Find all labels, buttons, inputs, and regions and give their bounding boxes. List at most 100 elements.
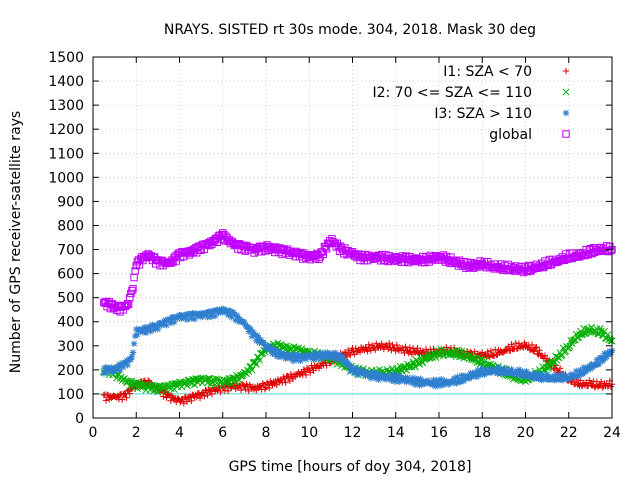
data-point <box>347 351 354 359</box>
data-point <box>344 360 352 367</box>
data-point <box>213 376 221 384</box>
data-point <box>129 383 137 391</box>
data-point <box>373 369 380 377</box>
data-point <box>150 326 157 334</box>
data-point <box>419 381 426 388</box>
series-3 <box>100 305 616 390</box>
data-point <box>487 365 495 372</box>
data-point <box>210 307 218 315</box>
legend-marker <box>562 67 570 75</box>
data-point <box>378 374 385 382</box>
data-point <box>536 370 543 378</box>
data-point <box>541 352 549 359</box>
y-tick-label: 200 <box>57 363 84 379</box>
data-point <box>391 345 398 352</box>
data-point <box>165 390 172 398</box>
data-point <box>129 349 137 356</box>
data-point <box>386 340 393 347</box>
data-point <box>364 372 371 379</box>
data-point <box>191 315 198 323</box>
data-point <box>505 343 512 350</box>
data-point <box>204 391 211 399</box>
series-4 <box>100 229 616 316</box>
y-tick-label: 300 <box>57 339 84 355</box>
data-point <box>417 375 424 383</box>
data-point <box>232 317 239 324</box>
data-point <box>203 309 210 316</box>
data-point <box>522 373 529 381</box>
data-point <box>188 315 195 322</box>
data-point <box>552 371 559 378</box>
data-point <box>435 380 443 387</box>
data-point <box>131 332 139 340</box>
data-point <box>272 351 279 358</box>
data-point <box>512 339 519 347</box>
data-point <box>110 364 117 372</box>
data-point <box>595 382 603 389</box>
data-point <box>143 326 151 333</box>
data-point <box>375 376 382 383</box>
data-point <box>418 379 425 386</box>
chart-title: NRAYS. SISTED rt 30s mode. 304, 2018. Ma… <box>164 22 536 38</box>
y-tick-label: 1100 <box>48 146 84 162</box>
data-point <box>412 381 419 388</box>
data-point <box>193 393 200 401</box>
data-point <box>473 358 481 367</box>
data-point <box>183 316 191 323</box>
data-point <box>149 321 156 329</box>
data-point <box>432 383 439 390</box>
data-point <box>539 371 546 378</box>
data-point <box>592 361 599 369</box>
data-point <box>306 352 313 359</box>
data-point <box>387 374 394 381</box>
y-tick-label: 1400 <box>48 74 84 90</box>
data-point <box>130 340 138 347</box>
x-tick-label: 22 <box>560 425 578 441</box>
data-point <box>539 363 547 371</box>
x-tick-label: 24 <box>603 425 621 441</box>
data-point <box>215 309 222 317</box>
data-point <box>530 375 538 383</box>
data-point <box>323 353 330 360</box>
data-point <box>451 350 459 358</box>
data-point <box>416 381 423 389</box>
data-point <box>120 363 127 371</box>
data-point <box>196 394 204 402</box>
data-point <box>448 377 456 385</box>
data-point <box>228 313 235 321</box>
data-point <box>458 372 465 379</box>
legend-label: I1: SZA < 70 <box>443 64 532 80</box>
data-point <box>528 370 536 378</box>
legend-label: global <box>489 127 532 143</box>
data-point <box>126 390 133 397</box>
data-point <box>325 350 332 357</box>
data-point <box>597 378 605 385</box>
data-point <box>394 375 402 383</box>
data-point <box>556 371 564 378</box>
data-point <box>528 341 536 349</box>
data-point <box>251 358 259 366</box>
data-point <box>227 308 234 315</box>
data-point <box>368 369 376 376</box>
data-point <box>348 362 355 369</box>
y-tick-label: 600 <box>57 267 84 283</box>
data-point <box>254 332 261 339</box>
data-point <box>139 328 146 336</box>
data-point <box>112 363 119 371</box>
data-point <box>319 349 326 356</box>
data-point <box>154 325 162 333</box>
data-point <box>232 378 240 386</box>
data-point <box>317 355 325 362</box>
data-point <box>174 315 181 322</box>
data-point <box>604 331 612 339</box>
data-point <box>217 388 224 396</box>
data-point <box>188 397 195 405</box>
data-point <box>450 375 458 382</box>
data-point <box>484 348 491 356</box>
data-point <box>538 376 545 384</box>
data-point <box>536 347 543 354</box>
data-point <box>454 373 461 381</box>
data-point <box>261 386 269 393</box>
data-point <box>167 319 175 327</box>
